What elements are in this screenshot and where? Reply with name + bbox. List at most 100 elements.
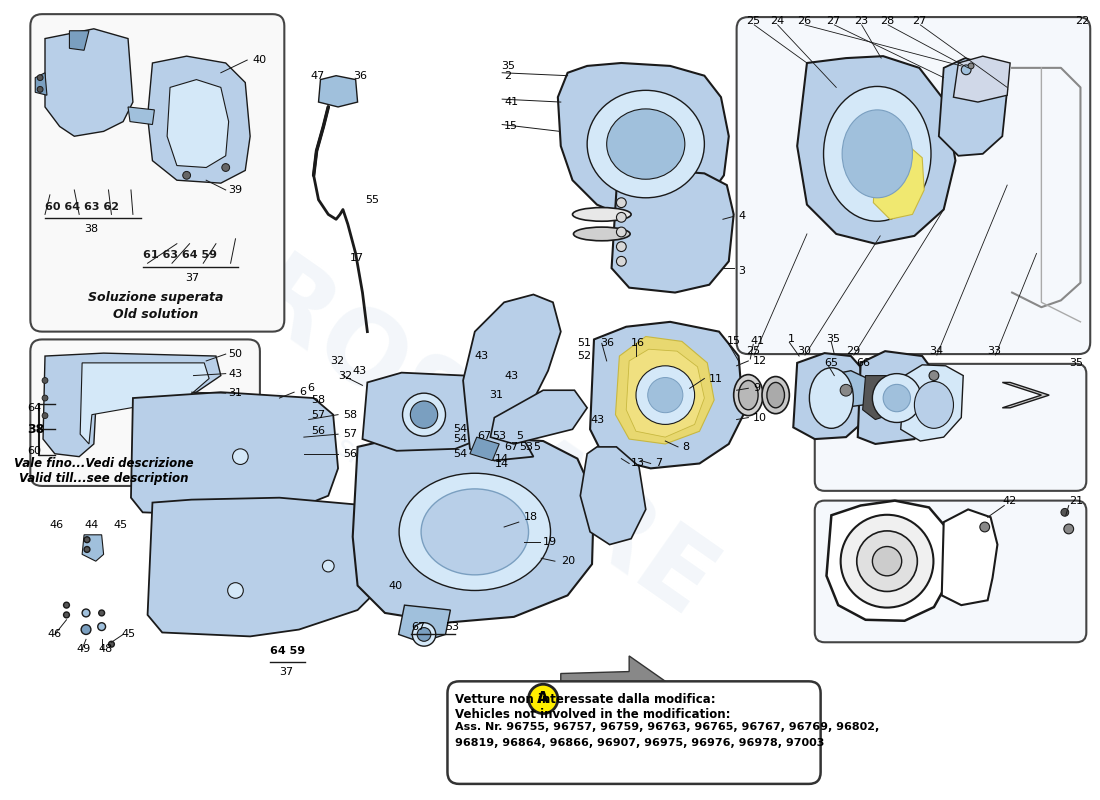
Ellipse shape <box>734 374 763 416</box>
Circle shape <box>961 65 971 74</box>
Text: 11: 11 <box>710 374 724 383</box>
Text: 26: 26 <box>798 16 812 26</box>
Text: 25: 25 <box>747 16 760 26</box>
Text: 49: 49 <box>76 644 90 654</box>
Circle shape <box>222 164 230 171</box>
Text: 18: 18 <box>524 512 538 522</box>
Text: 43: 43 <box>229 369 243 378</box>
Text: Ass. Nr. 96755, 96757, 96759, 96763, 96765, 96767, 96769, 96802,: Ass. Nr. 96755, 96757, 96759, 96763, 967… <box>455 722 880 732</box>
Text: 12: 12 <box>754 356 768 366</box>
Circle shape <box>228 582 243 598</box>
Polygon shape <box>147 498 385 636</box>
Text: 60: 60 <box>28 446 42 456</box>
Polygon shape <box>793 353 866 439</box>
Text: 24: 24 <box>770 16 784 26</box>
Ellipse shape <box>872 546 902 576</box>
Polygon shape <box>353 435 594 622</box>
Circle shape <box>1060 509 1069 516</box>
Circle shape <box>840 384 851 396</box>
Polygon shape <box>82 535 103 561</box>
Circle shape <box>232 449 249 465</box>
Circle shape <box>98 622 106 630</box>
Polygon shape <box>167 79 229 167</box>
Text: Soluzione superata: Soluzione superata <box>88 291 223 304</box>
Circle shape <box>410 401 438 428</box>
Ellipse shape <box>399 474 550 590</box>
Polygon shape <box>561 656 668 710</box>
Text: 17: 17 <box>350 254 364 263</box>
Text: 48: 48 <box>99 644 113 654</box>
Text: 6: 6 <box>299 387 306 397</box>
Text: 4: 4 <box>738 211 746 222</box>
Text: 7: 7 <box>656 458 662 469</box>
Circle shape <box>1064 524 1074 534</box>
Text: 36: 36 <box>600 338 614 348</box>
Polygon shape <box>463 294 561 461</box>
Text: 47: 47 <box>310 70 324 81</box>
Circle shape <box>616 257 626 266</box>
Text: 40: 40 <box>252 55 266 65</box>
Text: 57: 57 <box>310 410 324 420</box>
Text: 65: 65 <box>825 358 838 368</box>
Text: 35: 35 <box>826 334 840 345</box>
Polygon shape <box>80 363 209 444</box>
Text: 56: 56 <box>310 426 324 436</box>
Polygon shape <box>69 30 89 50</box>
Text: 43: 43 <box>353 366 366 376</box>
Text: Vehicles not involved in the modification:: Vehicles not involved in the modificatio… <box>455 708 730 721</box>
Polygon shape <box>612 170 734 293</box>
Text: 37: 37 <box>185 273 199 283</box>
Text: 27: 27 <box>912 16 926 26</box>
Circle shape <box>648 378 683 413</box>
Text: 25: 25 <box>747 346 760 356</box>
Text: 9: 9 <box>754 383 760 394</box>
Text: 64 59: 64 59 <box>270 646 305 656</box>
Text: 42: 42 <box>1002 496 1016 506</box>
Circle shape <box>528 684 558 714</box>
Circle shape <box>42 378 48 383</box>
FancyBboxPatch shape <box>737 17 1090 354</box>
Text: 33: 33 <box>988 346 1002 356</box>
Text: 37: 37 <box>279 666 294 677</box>
Circle shape <box>616 242 626 251</box>
Circle shape <box>82 609 90 617</box>
Circle shape <box>99 610 104 616</box>
Polygon shape <box>938 58 1008 156</box>
Text: 35: 35 <box>1069 358 1082 368</box>
Ellipse shape <box>767 382 784 408</box>
Circle shape <box>84 546 90 552</box>
Ellipse shape <box>824 86 931 222</box>
Text: 32: 32 <box>338 370 352 381</box>
Polygon shape <box>590 322 744 468</box>
Text: 29: 29 <box>846 346 860 356</box>
Circle shape <box>872 374 921 422</box>
Polygon shape <box>470 437 499 461</box>
Circle shape <box>183 171 190 179</box>
Circle shape <box>42 413 48 418</box>
Text: 10: 10 <box>754 413 767 422</box>
Text: 54: 54 <box>453 449 468 458</box>
Text: 15: 15 <box>504 122 518 131</box>
Circle shape <box>403 393 446 436</box>
Polygon shape <box>491 390 587 444</box>
Ellipse shape <box>843 110 912 198</box>
Text: 46: 46 <box>47 630 62 639</box>
Text: 67: 67 <box>504 442 518 452</box>
Circle shape <box>84 537 90 542</box>
Text: 19: 19 <box>543 537 558 546</box>
Polygon shape <box>862 375 896 419</box>
Text: 54: 54 <box>453 424 468 434</box>
Text: 67: 67 <box>476 431 491 441</box>
Text: 53: 53 <box>519 442 532 452</box>
Text: 96819, 96864, 96866, 96907, 96975, 96976, 96978, 97003: 96819, 96864, 96866, 96907, 96975, 96976… <box>455 738 825 748</box>
Circle shape <box>81 625 91 634</box>
Circle shape <box>37 86 43 92</box>
Circle shape <box>616 213 626 222</box>
Polygon shape <box>626 350 704 437</box>
Text: 14: 14 <box>494 459 508 470</box>
FancyBboxPatch shape <box>448 682 821 784</box>
Text: 52: 52 <box>578 351 592 361</box>
Polygon shape <box>825 370 868 408</box>
Polygon shape <box>798 56 956 244</box>
Text: 5: 5 <box>516 431 522 441</box>
